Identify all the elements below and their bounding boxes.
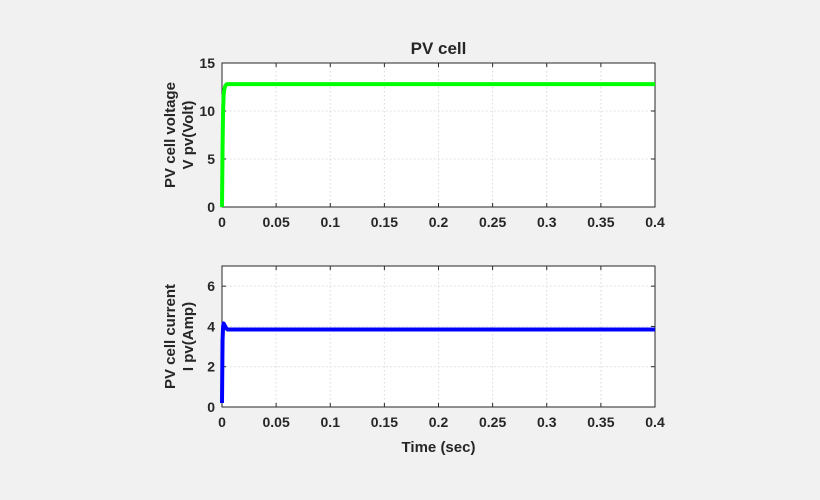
x-tick-label: 0.25: [479, 214, 506, 230]
x-tick-label: 0.15: [371, 214, 398, 230]
y-tick-label: 0: [207, 199, 215, 215]
chart-title: PV cell: [411, 39, 467, 58]
x-tick-label: 0.05: [263, 214, 290, 230]
x-tick-label: 0.1: [321, 414, 341, 430]
x-tick-label: 0.35: [587, 214, 614, 230]
x-tick-label: 0.4: [645, 414, 665, 430]
x-tick-label: 0.3: [537, 414, 557, 430]
y-tick-label: 6: [207, 278, 215, 294]
y-tick-label: 10: [199, 103, 215, 119]
x-tick-label: 0.15: [371, 414, 398, 430]
y-tick-label: 4: [207, 318, 215, 334]
y-axis-label-line-1: PV cell current: [162, 284, 179, 389]
x-tick-label: 0: [218, 214, 226, 230]
subplot-2: 0 0.05 0.1 0.15 0.2 0.25 0.3 0.35 0.4 0 2 4 6 Time (s…: [162, 265, 665, 456]
x-tick-label: 0.1: [321, 214, 341, 230]
y-axis-label-line-2: V pv(Volt): [180, 101, 197, 170]
x-tick-label: 0.2: [429, 214, 449, 230]
y-tick-label: 0: [207, 399, 215, 415]
subplot-1: 0 0.05 0.1 0.15 0.2 0.25 0.3 0.35 0.4 0 5 10 15 PV ce…: [162, 39, 665, 230]
y-axis-label-line-1: PV cell voltage: [162, 82, 179, 188]
x-tick-label: 0.2: [429, 414, 449, 430]
x-tick-label: 0.35: [587, 414, 614, 430]
series-line-1: [220, 321, 655, 403]
series-line-1: [220, 82, 655, 208]
x-tick-label: 0.4: [645, 214, 665, 230]
y-tick-label: 2: [207, 359, 215, 375]
y-axis-label-line-2: I pv(Amp): [180, 302, 197, 371]
x-axis-label: Time (sec): [402, 439, 476, 456]
x-tick-label: 0: [218, 414, 226, 430]
y-tick-label: 15: [199, 55, 215, 71]
x-tick-label: 0.05: [263, 414, 290, 430]
x-tick-label: 0.3: [537, 214, 557, 230]
x-tick-label: 0.25: [479, 414, 506, 430]
y-tick-label: 5: [207, 151, 215, 167]
